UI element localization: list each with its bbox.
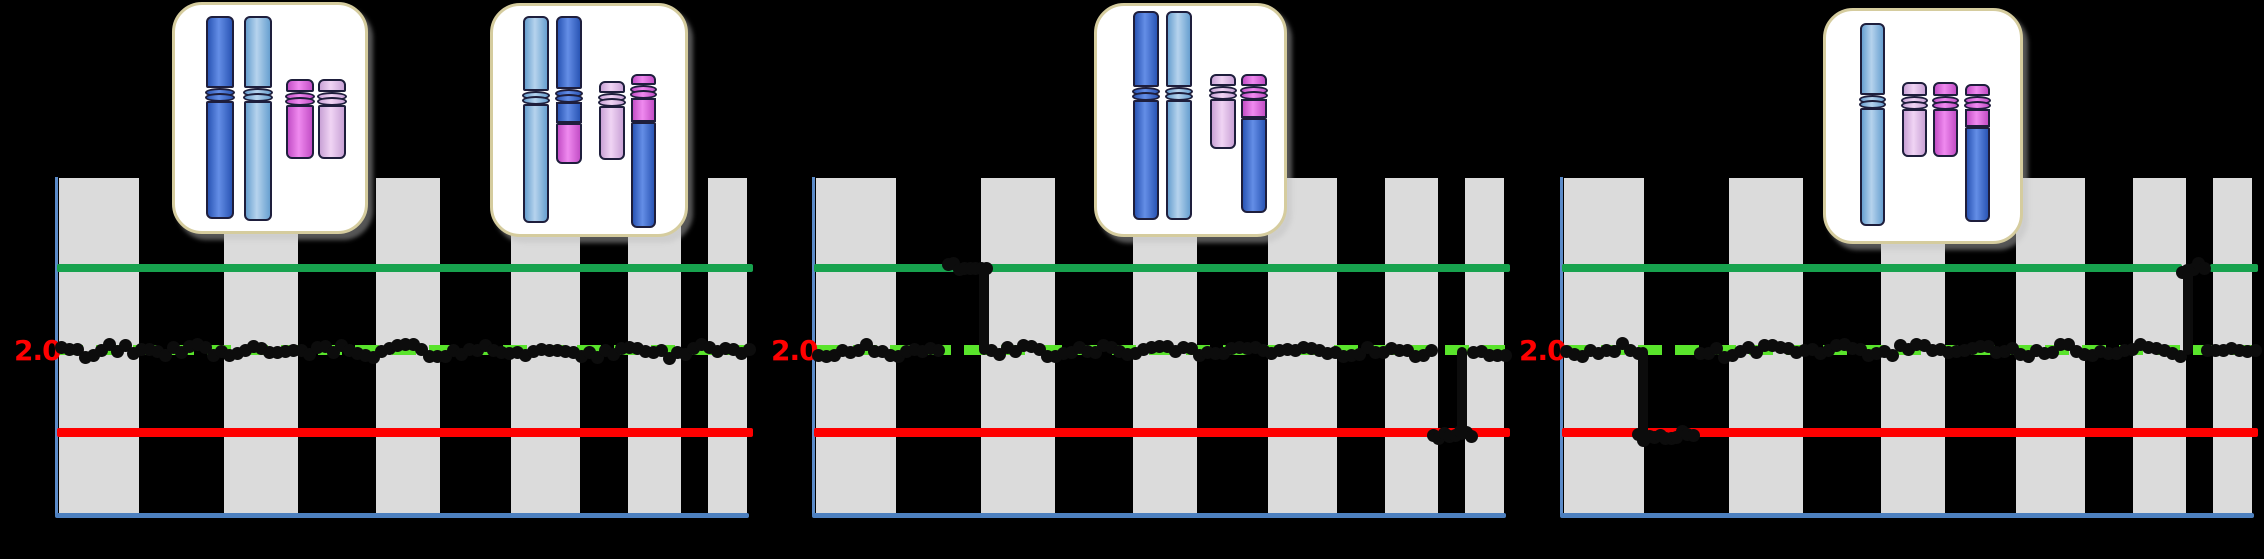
scatter-dot (1465, 430, 1478, 443)
der-pink-with-blue-arm-lower-arm (1241, 99, 1267, 118)
chr-pink-a-normal-lower-arm (1902, 109, 1927, 157)
level-transition-streak (2183, 264, 2193, 355)
y-axis-line (812, 177, 815, 516)
der-blue-with-pink-tip-lower-arm (556, 123, 582, 164)
ideogram-callout-box (1094, 3, 1287, 237)
chr-blue-a-normal-upper-arm (1133, 11, 1159, 87)
scatter-dot (2249, 344, 2262, 357)
level-transition-streak (1638, 347, 1648, 440)
chr-blue-normal-upper-arm (523, 16, 549, 91)
loss-threshold-line (57, 428, 753, 437)
der-blue-with-pink-tip-upper-arm (556, 16, 582, 89)
gain-threshold-line (814, 264, 1510, 272)
ideogram-callout-box (172, 2, 368, 234)
chr-pink-b-normal-upper-arm (1933, 82, 1958, 96)
chr-blue-b-normal-upper-arm (244, 16, 272, 88)
chr-blue-single-normal-upper-arm (1860, 23, 1885, 95)
chr-pink-normal-lower-arm (1210, 99, 1236, 149)
scatter-dot (1886, 349, 1899, 362)
der-pink-with-blue-arm-lower-arm (631, 98, 656, 122)
der-pink-with-blue-arm-upper-arm (1965, 84, 1990, 96)
chr-blue-a-normal-lower-arm (206, 101, 234, 219)
der-pink-with-blue-arm-lower-arm (1241, 118, 1267, 213)
chr-blue-b-normal-upper-arm (1166, 11, 1192, 87)
gain-threshold-line (57, 264, 753, 272)
chr-pink-normal-upper-arm (1210, 74, 1236, 86)
chr-pink-a-normal-lower-arm (286, 105, 314, 159)
ideogram-callout-box (490, 3, 688, 237)
scatter-dot (1425, 344, 1438, 357)
chr-blue-normal-lower-arm (523, 104, 549, 223)
scatter-dot (1499, 349, 1512, 362)
level-transition-streak (1457, 347, 1467, 440)
chr-pink-b-normal-lower-arm (1933, 109, 1958, 157)
scatter-dot (932, 344, 945, 357)
chr-pink-a-normal-upper-arm (286, 79, 314, 92)
chr-pink-a-normal-upper-arm (1902, 82, 1927, 96)
gain-threshold-line (2210, 264, 2258, 272)
der-pink-with-blue-arm-lower-arm (631, 122, 656, 228)
chr-blue-b-normal-lower-arm (1166, 100, 1192, 220)
chr-blue-single-normal-lower-arm (1860, 108, 1885, 226)
ideogram-callout-box (1823, 8, 2023, 244)
loss-threshold-line (1562, 428, 2258, 437)
level-transition-streak (979, 264, 989, 355)
x-axis-line (1560, 513, 2254, 518)
der-pink-with-blue-arm-upper-arm (631, 74, 656, 85)
baseline-value-label: 2.0 (771, 334, 819, 367)
scatter-dot (743, 343, 756, 356)
scatter-dot (2198, 262, 2211, 275)
x-axis-line (55, 513, 749, 518)
chr-pink-b-normal-upper-arm (318, 79, 346, 92)
chr-pink-normal-lower-arm (599, 106, 625, 160)
der-pink-with-blue-arm-upper-arm (1241, 74, 1267, 86)
chr-blue-a-normal-upper-arm (206, 16, 234, 88)
chr-pink-b-normal-lower-arm (318, 105, 346, 159)
chr-blue-a-normal-lower-arm (1133, 100, 1159, 220)
chr-pink-normal-upper-arm (599, 81, 625, 93)
scatter-dot (1687, 429, 1700, 442)
der-blue-with-pink-tip-lower-arm (556, 102, 582, 123)
loss-threshold-line (814, 428, 1510, 437)
der-pink-with-blue-arm-lower-arm (1965, 109, 1990, 127)
chr-blue-b-normal-lower-arm (244, 101, 272, 221)
baseline-value-label: 2.0 (1519, 334, 1567, 367)
gain-threshold-line (1562, 264, 2182, 272)
baseline-value-label: 2.0 (14, 334, 62, 367)
der-pink-with-blue-arm-lower-arm (1965, 127, 1990, 222)
x-axis-line (812, 513, 1506, 518)
